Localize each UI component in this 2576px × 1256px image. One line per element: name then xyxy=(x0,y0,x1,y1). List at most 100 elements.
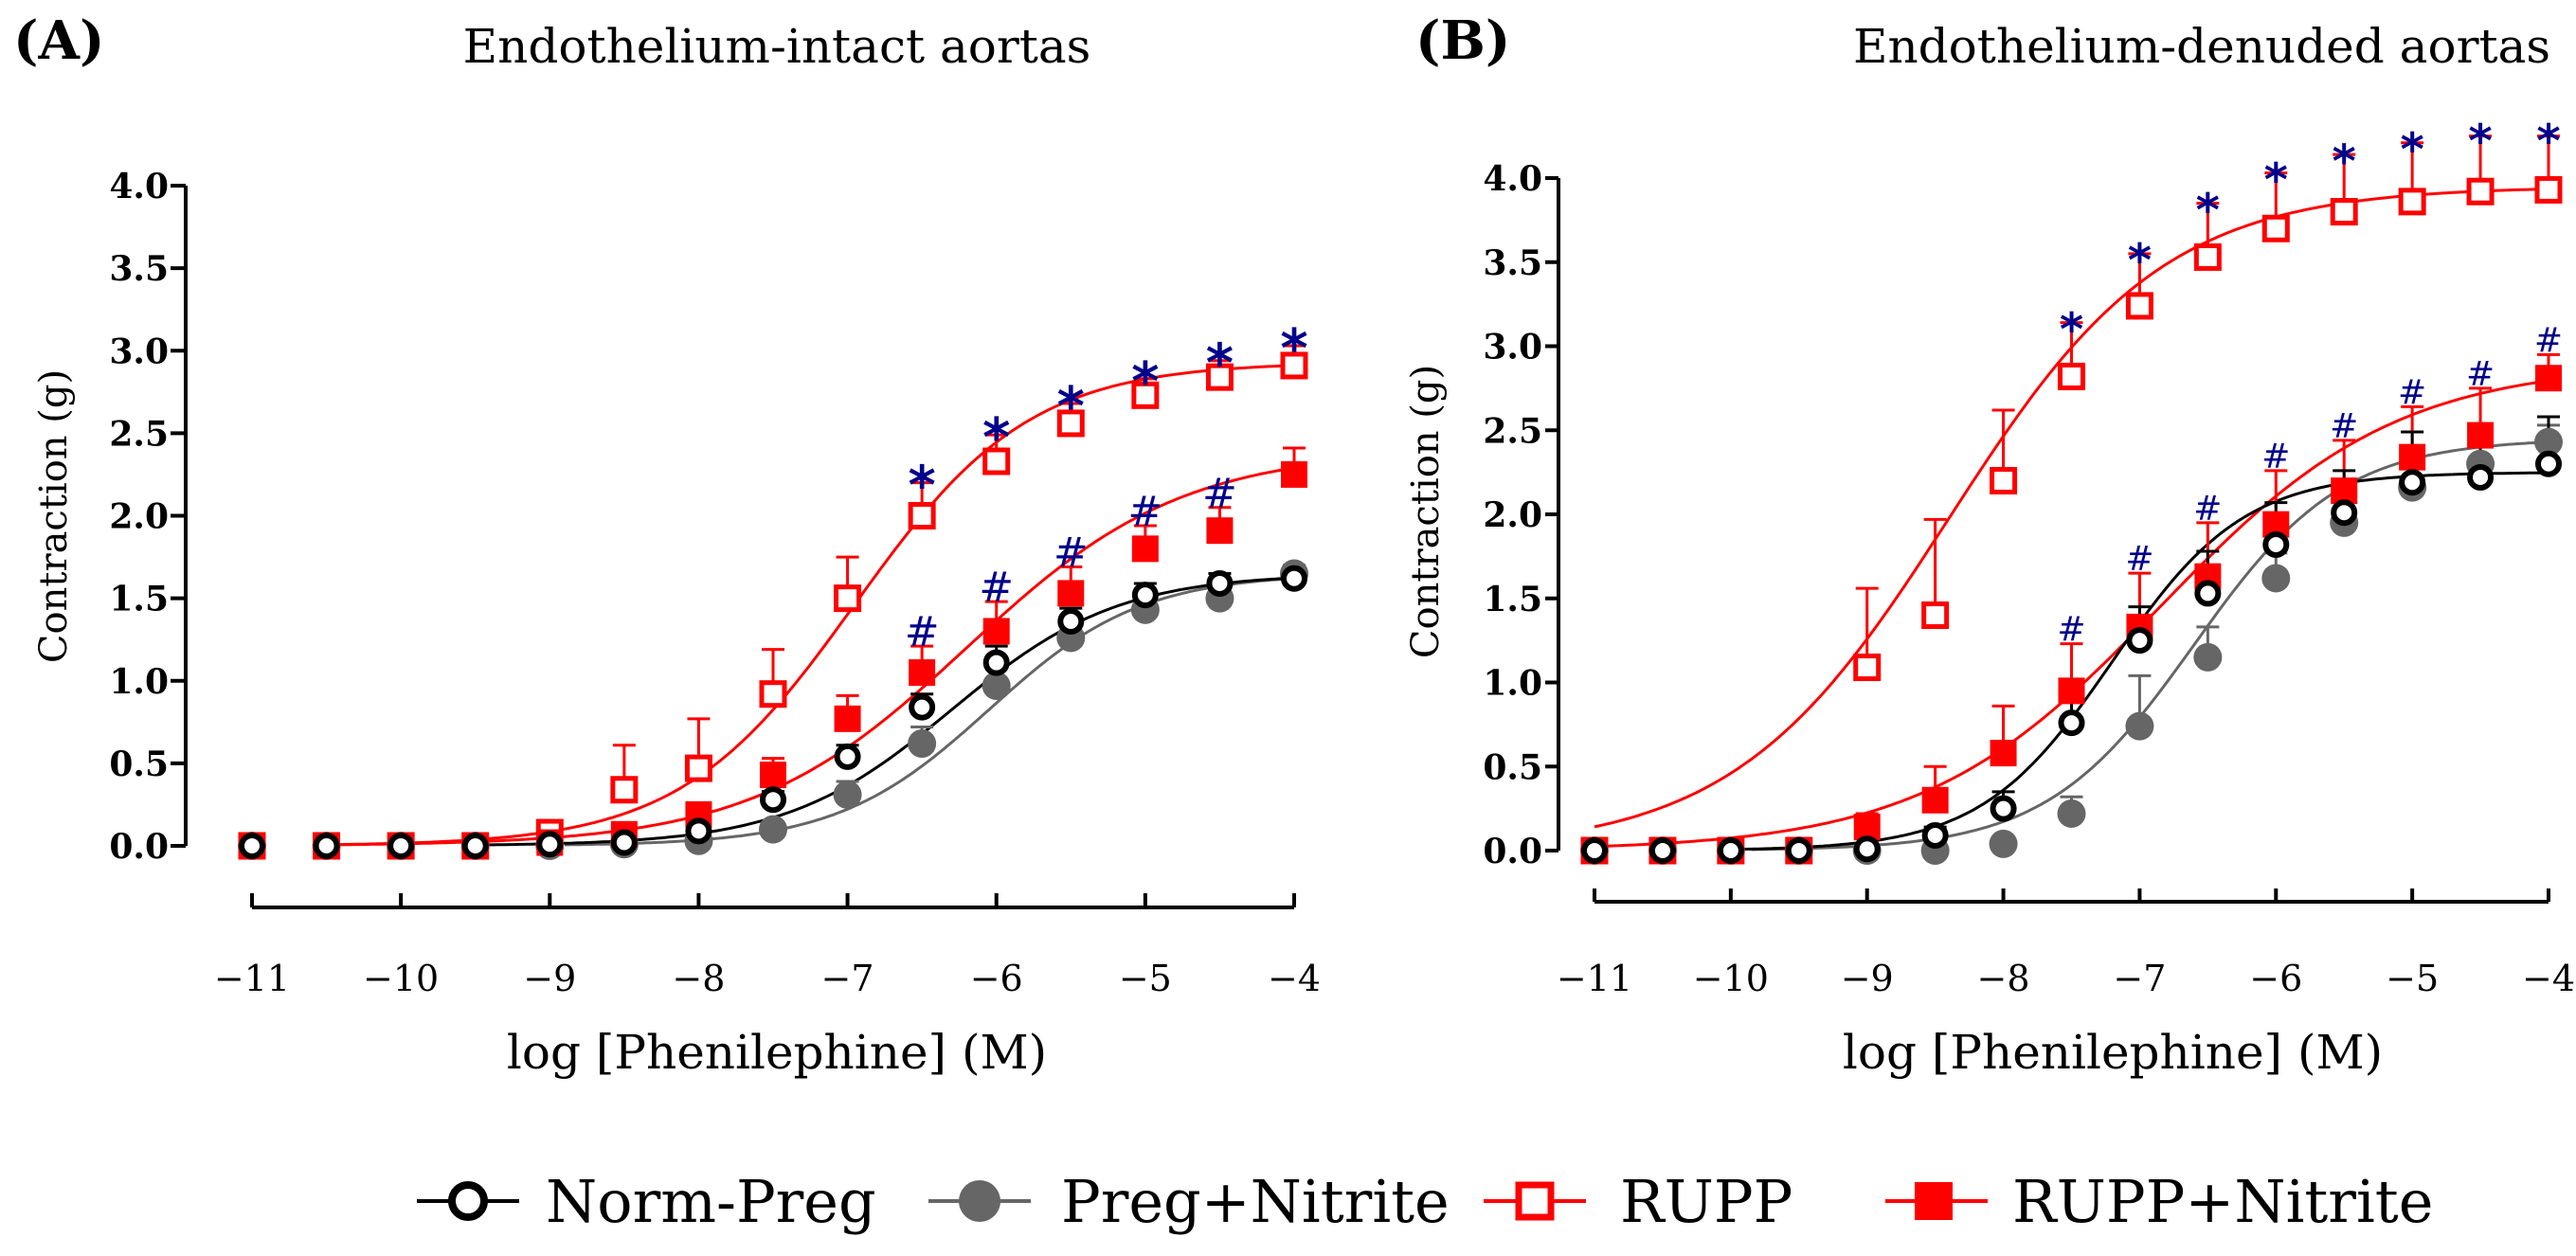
panel-b-y-tick-label: 1.0 xyxy=(1483,664,1542,704)
panel-a-significance-star: * xyxy=(1131,351,1159,413)
panel-a-rupp-nitrite-point xyxy=(982,618,1010,645)
panel-b-rupp-point xyxy=(2466,177,2495,206)
panel-a-rupp-point xyxy=(1280,351,1308,380)
panel-b-x-tick-label: −8 xyxy=(1977,958,2030,999)
panel-b-y-tick-label: 0.5 xyxy=(1483,747,1542,787)
panel-a-significance-star: * xyxy=(1280,318,1307,380)
panel-a-norm-preg-point xyxy=(387,833,415,859)
panel-a-preg-nitrite-point xyxy=(759,815,787,844)
panel-b-significance-star: * xyxy=(2401,124,2424,177)
panel-b-norm-preg-point xyxy=(2399,469,2426,496)
panel-a-norm-preg-point xyxy=(1206,569,1234,597)
panel-b-significance-star: * xyxy=(2536,116,2560,169)
panel-a-preg-nitrite-point xyxy=(908,728,937,758)
panel-b-significance-hash: # xyxy=(2125,540,2153,579)
panel-b-rupp-nitrite-point xyxy=(2467,422,2495,449)
panel-a-rupp-nitrite-point xyxy=(834,705,861,732)
panel-b-rupp-nitrite-point xyxy=(1921,786,1949,814)
panel-a-rupp-nitrite-point xyxy=(1131,535,1159,563)
panel-a-y-tick-label: 2.5 xyxy=(109,414,169,454)
legend-norm-preg-marker xyxy=(448,1181,488,1221)
panel-a-norm-preg-point xyxy=(461,833,489,859)
panel-b-norm-preg-point xyxy=(1717,837,1744,864)
panel-a-rupp-nitrite-point xyxy=(909,659,936,687)
panel-a-norm-preg-point xyxy=(239,833,265,859)
legend-rupp-nitrite-label: RUPP+Nitrite xyxy=(2012,1167,2433,1236)
panel-a-norm-preg-point xyxy=(909,693,936,721)
panel-a-significance-star: * xyxy=(1206,333,1234,395)
panel-b-y-tick-label: 3.5 xyxy=(1483,243,1542,283)
panel-b-norm-preg-point xyxy=(2331,499,2358,527)
panel-b-significance-star: * xyxy=(2196,184,2220,237)
panel-b-significance-hash: # xyxy=(2534,321,2563,360)
panel-a-y-tick-label: 3.0 xyxy=(109,332,169,371)
panel-a-x-tick-label: −4 xyxy=(1268,958,1321,999)
panel-b-title: Endothelium-denuded aortas xyxy=(1853,19,2550,74)
panel-b-preg-nitrite-point xyxy=(2125,711,2154,741)
panel-b-rupp-point xyxy=(1990,467,2018,494)
panel-b-norm-preg-point xyxy=(2262,530,2290,558)
panel-a-y-tick-label: 2.0 xyxy=(109,497,169,537)
panel-a-significance-hash: # xyxy=(1202,470,1237,518)
panel-b-significance-hash: # xyxy=(2466,354,2495,393)
panel-b-y-tick-label: 3.0 xyxy=(1483,328,1542,368)
panel-a-rupp-point xyxy=(908,502,936,529)
panel-b-y-tick-label: 2.0 xyxy=(1483,495,1542,535)
panel-b-norm-preg-point xyxy=(1785,837,1812,864)
panel-b-norm-preg-point xyxy=(1853,835,1881,863)
panel-b-norm-preg-point xyxy=(1990,795,2017,822)
panel-b-norm-preg-fit-curve xyxy=(1723,471,2549,852)
panel-b-rupp-point xyxy=(2125,292,2153,320)
panel-b-plot: 0.0 0.5 1.0 1.5 2.0 2.5 3.0 3.5 4.0 −11 −10 −9 −8 −7 −… xyxy=(1483,116,2575,999)
panel-b-rupp-point xyxy=(2261,214,2290,242)
panel-a-y-tick-label: 1.0 xyxy=(109,662,169,702)
panel-b-norm-preg-point xyxy=(2194,580,2222,607)
panel-a-norm-preg-point xyxy=(834,743,861,770)
panel-b-preg-nitrite-point xyxy=(1989,829,2018,858)
panel-a-rupp-nitrite-point xyxy=(1057,580,1085,607)
panel-a-norm-preg-point xyxy=(1057,608,1085,636)
panel-b-significance-star: * xyxy=(2469,116,2493,169)
legend-rupp-nitrite-marker xyxy=(1915,1182,1953,1220)
panel-a-y-tick-label: 1.5 xyxy=(109,580,169,619)
panel-a-rupp-point xyxy=(834,584,862,613)
panel-a-norm-preg-fit-curve xyxy=(486,576,1295,847)
panel-b-y-tick-label: 1.5 xyxy=(1483,580,1542,619)
panel-b-significance-star: * xyxy=(2060,303,2083,356)
panel-b-x-tick-label: −4 xyxy=(2522,958,2575,999)
panel-b-norm-preg-point xyxy=(1921,822,1949,850)
panel-b-norm-preg-point xyxy=(1648,837,1676,864)
panel-b-x-axis-label: log [Phenilephine] (M) xyxy=(1843,1025,2383,1080)
panel-a-significance-hash: # xyxy=(905,608,940,656)
panel-b-preg-nitrite-point xyxy=(2193,642,2223,672)
panel-b-rupp-point xyxy=(2534,175,2563,204)
panel-b-significance-hash: # xyxy=(2398,373,2426,412)
panel-b-label: (B) xyxy=(1415,9,1510,72)
panel-b-y-tick-label: 2.5 xyxy=(1483,411,1542,451)
panel-b-y-tick-label: 4.0 xyxy=(1483,159,1542,199)
panel-a-significance-star: * xyxy=(982,407,1010,469)
panel-a-title: Endothelium-intact aortas xyxy=(463,19,1091,74)
panel-b-norm-preg-point xyxy=(2535,450,2562,477)
panel-a-x-axis-label: log [Phenilephine] (M) xyxy=(507,1025,1047,1080)
panel-a-norm-preg-point xyxy=(1131,582,1159,609)
panel-b-significance-star: * xyxy=(2333,135,2356,188)
panel-a-norm-preg-point xyxy=(760,786,786,814)
panel-a-rupp-point xyxy=(1131,381,1160,409)
panel-b-rupp-point xyxy=(2330,198,2358,225)
legend-item-norm-preg: Norm-Preg xyxy=(417,1167,876,1236)
panel-b-x-tick-label: −6 xyxy=(2249,958,2302,999)
panel-b-rupp-point xyxy=(2058,362,2085,390)
panel-a-y-tick-label: 4.0 xyxy=(109,167,169,206)
panel-b-x-tick-label: −7 xyxy=(2113,958,2166,999)
legend-rupp-marker xyxy=(1515,1181,1555,1221)
panel-a-y-tick-label: 0.5 xyxy=(109,745,169,784)
panel-a-x-tick-label: −10 xyxy=(363,958,439,999)
panel-b-norm-preg-point xyxy=(2058,709,2085,737)
panel-a-rupp-nitrite-point xyxy=(1206,517,1234,545)
legend: Norm-Preg Preg+Nitrite RUPP RUPP+Nitrite xyxy=(417,1167,2433,1236)
panel-a-norm-preg-point xyxy=(685,817,712,845)
panel-a-rupp-nitrite-point xyxy=(1281,460,1307,488)
panel-a-x-tick-label: −6 xyxy=(970,958,1023,999)
